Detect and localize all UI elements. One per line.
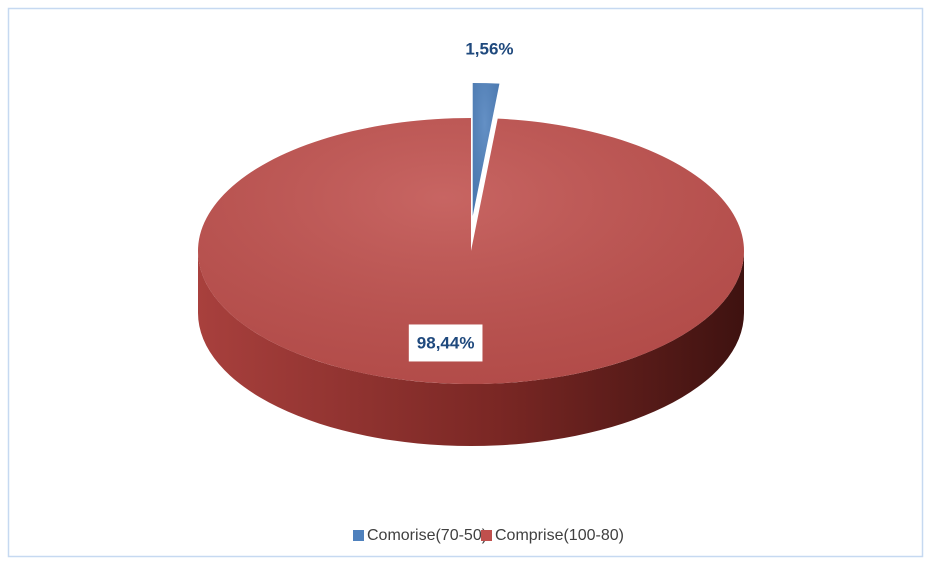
value-label-group: 1,56% (465, 39, 513, 58)
value-label-group: 98,44% (408, 324, 483, 362)
slice-side (198, 251, 744, 446)
value-label-box (408, 324, 483, 362)
legend-label: Comorise(70-50) (367, 527, 487, 544)
value-label: 1,56% (465, 39, 513, 58)
legend-swatch (481, 530, 492, 541)
value-label: 98,44% (417, 333, 475, 352)
legend-label: Comprise(100-80) (495, 527, 624, 544)
legend-swatch (353, 530, 364, 541)
